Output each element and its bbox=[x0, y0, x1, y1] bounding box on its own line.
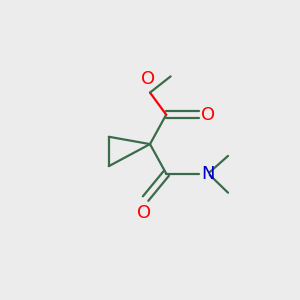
Text: O: O bbox=[142, 70, 156, 88]
Text: N: N bbox=[201, 165, 214, 183]
Text: O: O bbox=[137, 204, 151, 222]
Text: O: O bbox=[201, 106, 215, 124]
